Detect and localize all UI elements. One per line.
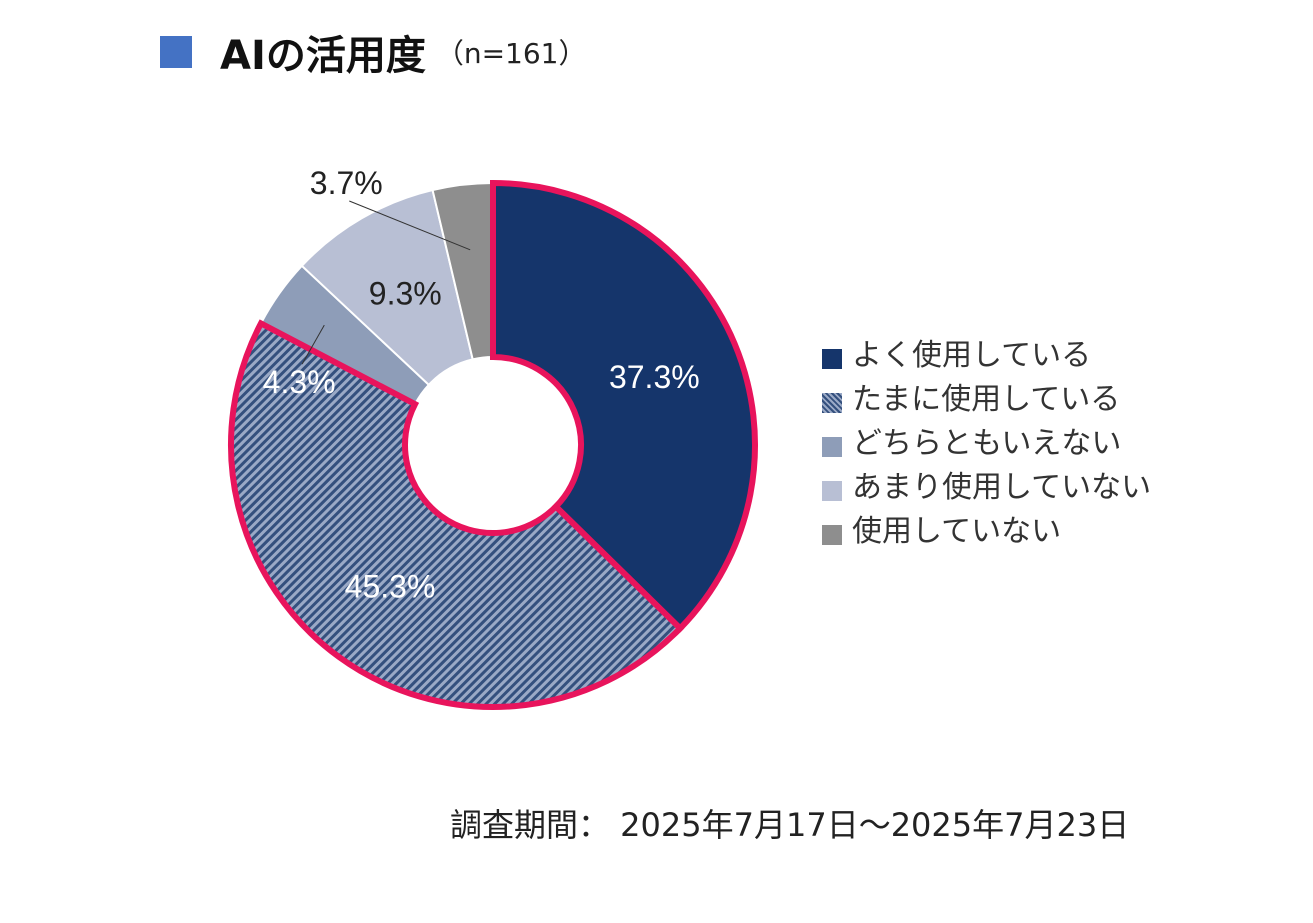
legend-label-often-use: よく使用している (852, 338, 1092, 373)
title-marker (160, 36, 192, 68)
sample-size: （n=161） (435, 37, 587, 70)
chart-title-group: AIの活用度 （n=161） (160, 22, 587, 82)
chart-legend: よく使用している たまに使用している どちらともいえない あまり使用していない 使用して… (822, 330, 1151, 550)
slice-sometimes-use (228, 319, 685, 710)
survey-period: 調査期間： 2025年7月17日～2025年7月23日 (450, 806, 1130, 844)
chart-title: AIの活用度 (220, 33, 426, 79)
leader-line-never-use (349, 200, 471, 251)
leader-line-neutral (301, 324, 325, 365)
legend-item-neutral: どちらともいえない (822, 418, 1151, 462)
legend-label-rarely-use: あまり使用していない (852, 470, 1152, 505)
legend-swatch-sometimes-use (822, 393, 842, 413)
data-label-never-use: 3.7% (310, 165, 383, 201)
legend-item-rarely-use: あまり使用していない (822, 462, 1151, 506)
legend-label-sometimes-use: たまに使用している (852, 382, 1121, 417)
legend-swatch-neutral (822, 437, 842, 457)
legend-item-sometimes-use: たまに使用している (822, 374, 1151, 418)
legend-label-neutral: どちらともいえない (852, 426, 1122, 461)
legend-label-never-use: 使用していない (852, 514, 1062, 549)
data-label-sometimes-use: 45.3% (345, 569, 436, 605)
slice-often-use (490, 179, 758, 633)
legend-swatch-often-use (822, 349, 842, 369)
slice-rarely-use (300, 188, 474, 387)
legend-swatch-rarely-use (822, 481, 842, 501)
data-label-often-use: 37.3% (609, 359, 700, 395)
data-label-rarely-use: 9.3% (369, 276, 442, 312)
data-label-neutral: 4.3% (263, 364, 336, 400)
legend-item-never-use: 使用していない (822, 506, 1151, 550)
legend-swatch-never-use (822, 525, 842, 545)
legend-item-often-use: よく使用している (822, 330, 1151, 374)
